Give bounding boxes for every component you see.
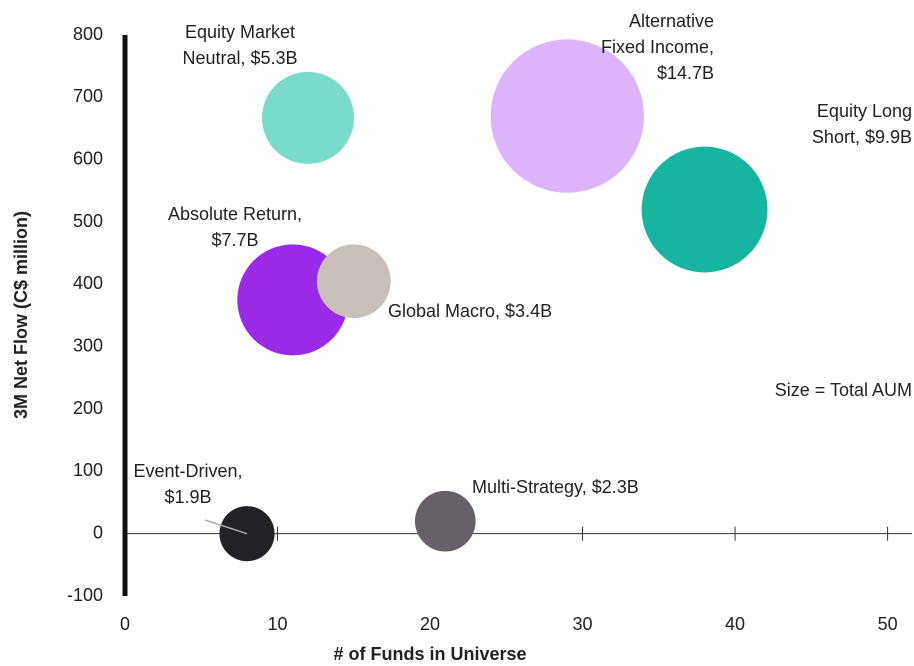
x-tick-label: 40 [725, 614, 745, 634]
bubble-label: Alternative [629, 11, 714, 31]
bubble [641, 146, 768, 273]
bubble-label: $1.9B [164, 487, 211, 507]
x-tick-label: 20 [420, 614, 440, 634]
y-tick-label: -100 [67, 585, 103, 605]
y-axis-label: 3M Net Flow (C$ million) [11, 211, 31, 419]
bubble-label: Multi-Strategy, $2.3B [472, 477, 639, 497]
bubble-label: $7.7B [211, 230, 258, 250]
bubble [414, 490, 476, 552]
bubble-label: Short, $9.9B [812, 127, 912, 147]
bubble-label: $14.7B [657, 63, 714, 83]
x-tick-label: 30 [573, 614, 593, 634]
bubble-label: Fixed Income, [601, 37, 714, 57]
y-tick-label: 700 [73, 86, 103, 106]
bubble-label: Global Macro, $3.4B [388, 301, 552, 321]
x-axis-label: # of Funds in Universe [333, 644, 526, 664]
y-tick-label: 200 [73, 398, 103, 418]
bubble [316, 244, 391, 319]
y-tick-label: 0 [93, 522, 103, 542]
leader-line [204, 519, 248, 535]
bubble-label: Equity Market [185, 22, 295, 42]
y-tick-label: 400 [73, 273, 103, 293]
y-tick-label: 800 [73, 24, 103, 44]
y-tick-label: 600 [73, 148, 103, 168]
bubble-label: Neutral, $5.3B [182, 48, 297, 68]
bubble-label: Equity Long [817, 101, 912, 121]
y-tick-label: 300 [73, 335, 103, 355]
bubble [261, 71, 355, 164]
bubble-label: Absolute Return, [168, 204, 302, 224]
bubble [490, 39, 644, 193]
x-tick-label: 0 [120, 614, 130, 634]
annotation: Size = Total AUM [775, 380, 912, 400]
x-tick-label: 10 [268, 614, 288, 634]
y-tick-label: 500 [73, 211, 103, 231]
bubble-label: Event-Driven, [133, 461, 242, 481]
y-tick-label: 100 [73, 460, 103, 480]
x-tick-label: 50 [878, 614, 898, 634]
